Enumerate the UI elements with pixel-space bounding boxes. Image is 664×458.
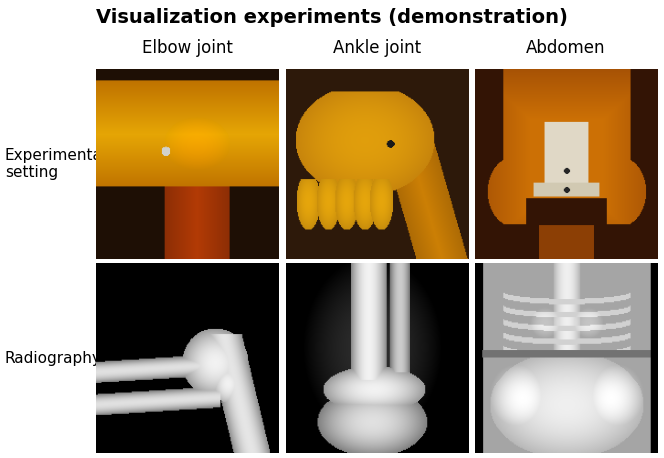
Text: Abdomen: Abdomen	[527, 39, 606, 57]
Text: Radiography: Radiography	[5, 351, 102, 366]
Text: Ankle joint: Ankle joint	[333, 39, 421, 57]
Text: Elbow joint: Elbow joint	[142, 39, 233, 57]
Text: Experimental
setting: Experimental setting	[5, 147, 107, 180]
Text: Visualization experiments (demonstration): Visualization experiments (demonstration…	[96, 8, 568, 27]
